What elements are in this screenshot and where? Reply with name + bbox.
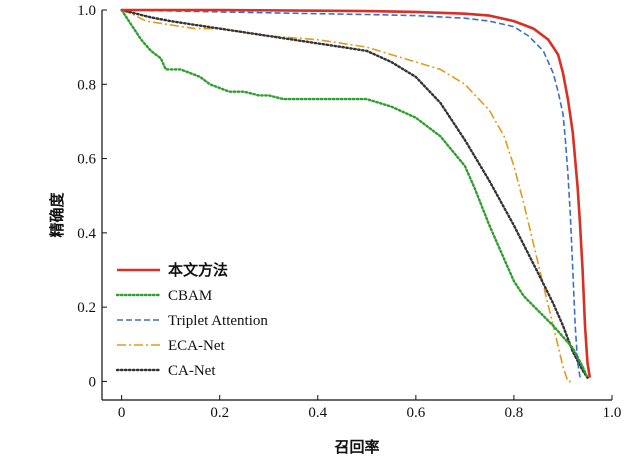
x-tick-label: 0.8 (505, 405, 524, 421)
y-tick-label: 0.2 (77, 300, 96, 316)
y-tick-label: 1.0 (77, 3, 96, 19)
x-axis-title: 召回率 (334, 438, 379, 456)
legend: 本文方法 CBAM Triplet Attention ECA-Net CA-Net (115, 261, 268, 379)
y-tick-label: 0.4 (77, 226, 96, 242)
y-tick-label: 0.8 (77, 77, 96, 93)
legend-label-cbam: CBAM (168, 288, 212, 304)
y-tick-label: 0 (89, 374, 97, 390)
series-line-series (121, 8, 592, 378)
y-tick-label: 0.6 (77, 152, 96, 168)
series-line-eca-net (121, 9, 573, 383)
series-line-cbam (120, 8, 589, 379)
x-tick-label: 0 (118, 405, 126, 421)
y-axis-title: 精确度 (48, 192, 66, 238)
plot-frame (101, 10, 612, 401)
legend-label-series: 本文方法 (168, 261, 228, 279)
legend-label-ca-net: CA-Net (168, 363, 216, 379)
series-line-ca-net (120, 8, 589, 379)
series-line-triplet-attention (121, 9, 581, 378)
x-tick-label: 1.0 (603, 405, 622, 421)
x-tick-label: 0.4 (308, 405, 327, 421)
legend-label-triplet-attention: Triplet Attention (168, 313, 268, 329)
legend-label-eca-net: ECA-Net (168, 338, 225, 354)
x-tick-label: 0.2 (210, 405, 229, 421)
ticks-layer: 0 0.2 0.4 0.6 0.8 1.0 0 0.2 0.4 0.6 0.8 1.0 (77, 3, 621, 421)
series-layer (120, 8, 592, 383)
x-tick-label: 0.6 (406, 405, 425, 421)
